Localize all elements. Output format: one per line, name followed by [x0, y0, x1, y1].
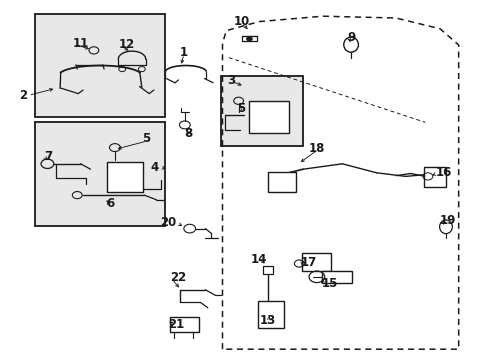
Text: 5: 5: [237, 102, 244, 114]
Circle shape: [246, 37, 252, 41]
Text: 11: 11: [72, 37, 88, 50]
Text: 10: 10: [233, 15, 250, 28]
Bar: [267, 172, 296, 192]
Bar: [170, 317, 198, 332]
Text: 8: 8: [184, 127, 192, 140]
Text: 3: 3: [227, 75, 235, 87]
Bar: [106, 162, 143, 192]
Bar: [221, 76, 303, 146]
Text: 18: 18: [308, 142, 325, 155]
Bar: [321, 271, 351, 283]
Text: 16: 16: [434, 166, 450, 179]
Bar: [258, 301, 283, 328]
Bar: [302, 253, 330, 271]
Text: 13: 13: [259, 314, 276, 327]
Text: 14: 14: [250, 253, 267, 266]
Text: 7: 7: [44, 150, 52, 163]
Text: 9: 9: [346, 31, 355, 44]
Text: 1: 1: [179, 46, 187, 59]
Text: 21: 21: [167, 318, 183, 331]
Text: 20: 20: [160, 216, 176, 229]
Text: 15: 15: [321, 277, 337, 290]
Bar: [249, 101, 288, 133]
Text: 12: 12: [119, 38, 135, 51]
Text: 19: 19: [439, 214, 455, 227]
Text: 4: 4: [150, 161, 159, 174]
Bar: [262, 266, 273, 274]
Text: 22: 22: [169, 271, 185, 284]
Text: 6: 6: [106, 197, 115, 210]
Bar: [35, 122, 165, 226]
Bar: [424, 167, 446, 187]
Bar: [35, 14, 165, 117]
Text: 17: 17: [300, 256, 316, 269]
Text: 2: 2: [19, 89, 27, 102]
Text: 5: 5: [142, 132, 149, 145]
